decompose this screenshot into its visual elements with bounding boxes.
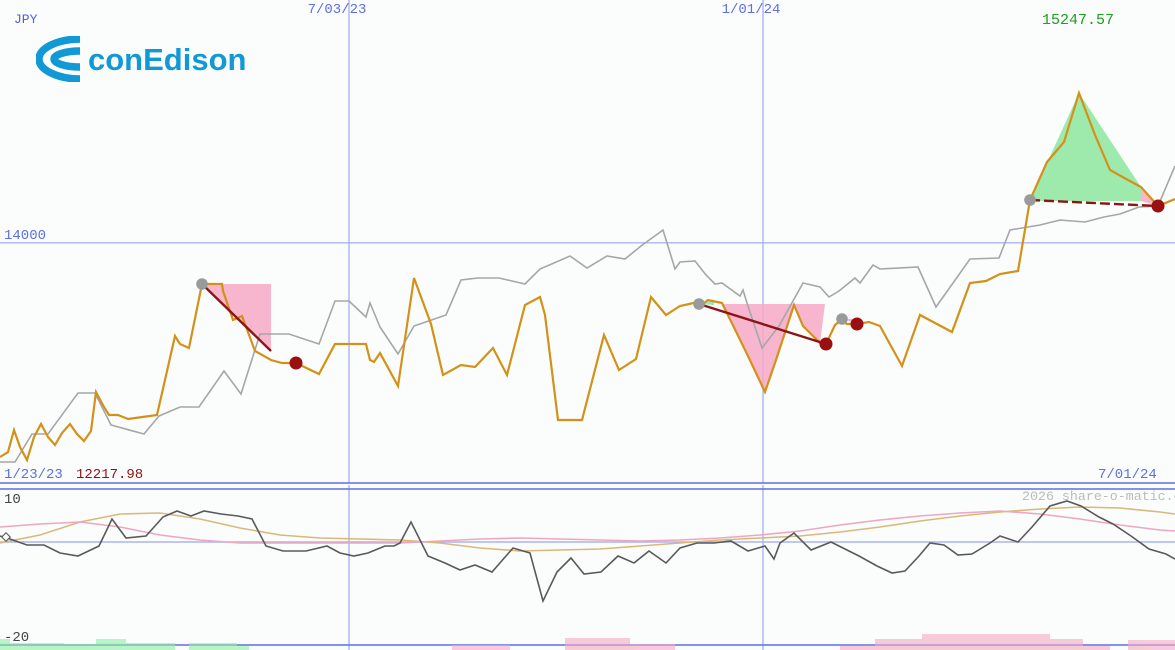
svg-text:14000: 14000	[4, 228, 46, 244]
svg-text:1/23/23: 1/23/23	[4, 467, 63, 483]
svg-text:2026 share-o-matic.com: 2026 share-o-matic.com	[1022, 489, 1175, 504]
svg-text:7/01/24: 7/01/24	[1098, 467, 1157, 483]
svg-text:12217.98: 12217.98	[76, 467, 143, 483]
svg-text:1/01/24: 1/01/24	[722, 2, 781, 18]
svg-text:10: 10	[4, 492, 21, 508]
svg-text:7/03/23: 7/03/23	[308, 2, 367, 18]
